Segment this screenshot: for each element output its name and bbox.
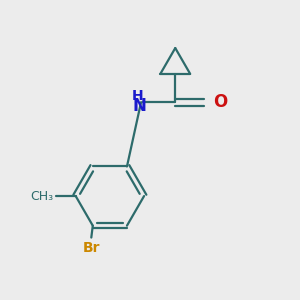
- Text: H: H: [132, 88, 143, 103]
- Text: O: O: [213, 93, 227, 111]
- Text: N: N: [133, 97, 146, 115]
- Text: Br: Br: [82, 242, 100, 255]
- Text: CH₃: CH₃: [30, 190, 53, 202]
